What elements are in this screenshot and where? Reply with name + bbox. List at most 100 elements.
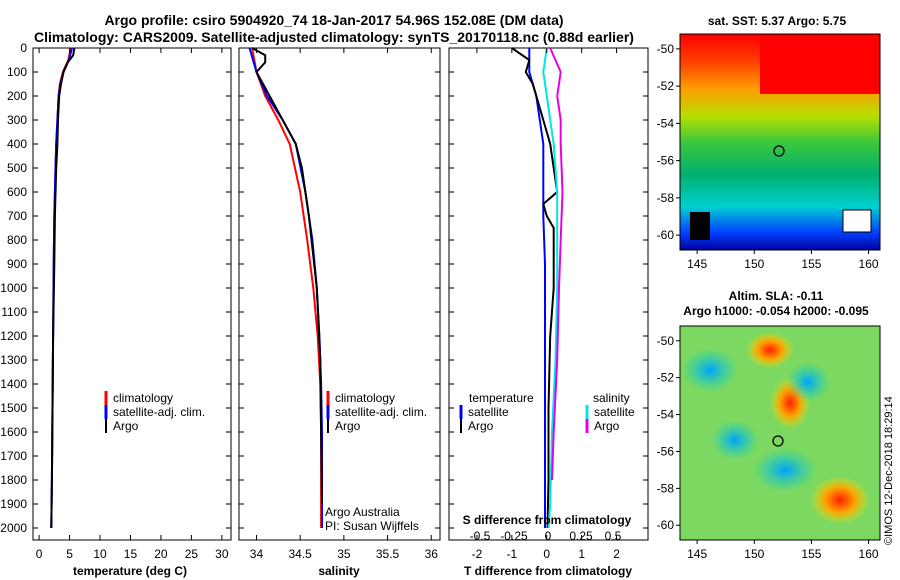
x-tick-label: 34: [250, 547, 264, 561]
sla-low-anomaly: [753, 448, 817, 492]
sla-low-anomaly: [682, 348, 738, 392]
depth-axis: 0 100 200 300 400 500 600 700 800 900 1000 1100 1200…: [0, 41, 27, 535]
x-tick-label: 5: [66, 547, 73, 561]
s-diff-tick: 0: [545, 529, 552, 543]
s-diff-tick: 0.25: [569, 529, 593, 543]
temperature-legend: climatology satellite-adj. clim. Argo: [104, 391, 205, 433]
depth-tick-label: 900: [7, 257, 27, 271]
s-difference-ticks: -0.5 -0.25 0 0.25 0.5: [470, 529, 622, 543]
difference-panel: -2 -1 0 1 2 T difference from climatology te…: [448, 47, 649, 578]
x-tick-label: 30: [215, 547, 229, 561]
legend-s-satellite-label: satellite: [594, 405, 635, 419]
series-line: [251, 47, 323, 505]
depth-tick-label: 500: [7, 161, 27, 175]
figure-title-line2: Climatology: CARS2009. Satellite-adjuste…: [34, 29, 634, 45]
depth-tick-label: 800: [7, 233, 27, 247]
depth-tick-label: 1500: [0, 401, 27, 415]
sla-low-anomaly: [711, 420, 759, 460]
map-lat-tick-label: -50: [657, 334, 675, 348]
depth-tick-label: 700: [7, 209, 27, 223]
map-lon-tick-label: 145: [687, 547, 707, 561]
map-lon-tick-label: 160: [859, 257, 879, 271]
sst-warm-region: [760, 34, 880, 94]
legend-argo-label: Argo: [113, 419, 139, 433]
sla-low-anomaly: [786, 362, 830, 402]
map-lon-tick-label: 155: [801, 257, 821, 271]
s-diff-tick: -0.25: [500, 529, 528, 543]
map-lat-tick-label: -54: [657, 408, 675, 422]
depth-tick-label: 1700: [0, 449, 27, 463]
series-line: [511, 47, 559, 529]
figure-title-line1: Argo profile: csiro 5904920_74 18-Jan-20…: [104, 12, 563, 28]
s-diff-tick: 0.5: [605, 529, 622, 543]
map-lat-tick-label: -58: [657, 481, 675, 495]
depth-tick-label: 1200: [0, 329, 27, 343]
x-tick-label: -1: [507, 547, 518, 561]
sst-cloud-mask: [690, 212, 710, 240]
sla-high-anomaly: [746, 332, 794, 368]
legend-satellite-label: satellite-adj. clim.: [335, 405, 427, 419]
map-lat-tick-label: -56: [657, 444, 675, 458]
depth-tick-label: 1300: [0, 353, 27, 367]
legend-t-satellite-label: satellite: [468, 405, 509, 419]
sla-map-title-line2: Argo h1000: -0.054 h2000: -0.095: [683, 304, 869, 318]
x-tick-label: 35.5: [376, 547, 400, 561]
s-difference-axis-label: S difference from climatology: [463, 513, 632, 527]
map-lat-tick-label: -60: [657, 518, 675, 532]
legend-satellite-label: satellite-adj. clim.: [113, 405, 205, 419]
sst-missing-data: [842, 209, 872, 233]
depth-tick-label: 2000: [0, 521, 27, 535]
map-lat-tick-label: -52: [657, 79, 675, 93]
depth-tick-label: 200: [7, 89, 27, 103]
depth-tick-label: 100: [7, 65, 27, 79]
depth-tick-label: 1000: [0, 281, 27, 295]
t-difference-axis-label: T difference from climatology: [464, 564, 632, 578]
sst-map-title: sat. SST: 5.37 Argo: 5.75: [708, 14, 847, 28]
argo-location-marker: [772, 435, 784, 447]
x-tick-label: 10: [93, 547, 107, 561]
depth-tick-label: 0: [20, 41, 27, 55]
salinity-axis-label: salinity: [318, 564, 360, 578]
legend-argo-label: Argo: [335, 419, 361, 433]
x-tick-label: 25: [185, 547, 199, 561]
depth-tick-label: 1400: [0, 377, 27, 391]
credit-line1: Argo Australia: [325, 505, 400, 519]
depth-tick-label: 400: [7, 137, 27, 151]
temperature-axis-label: temperature (deg C): [73, 564, 187, 578]
map-lon-tick-label: 160: [859, 547, 879, 561]
x-tick-label: 0: [543, 547, 550, 561]
x-tick-label: 1: [578, 547, 585, 561]
depth-tick-label: 300: [7, 113, 27, 127]
difference-legend: temperature satellite Argo salinity sate…: [459, 391, 635, 433]
legend-s-argo-label: Argo: [594, 419, 620, 433]
legend-t-argo-label: Argo: [468, 419, 494, 433]
map-lat-tick-label: -58: [657, 191, 675, 205]
argo-location-marker: [773, 145, 785, 157]
map-lat-tick-label: -54: [657, 116, 675, 130]
x-tick-label: 35: [337, 547, 351, 561]
depth-tick-label: 600: [7, 185, 27, 199]
sla-high-anomaly: [810, 476, 870, 524]
sla-map-title-line1: Altim. SLA: -0.11: [729, 289, 824, 303]
depth-tick-label: 1800: [0, 473, 27, 487]
series-line: [542, 47, 559, 529]
credit-line2: PI: Susan Wijffels: [325, 519, 419, 533]
map-lon-tick-label: 150: [744, 547, 764, 561]
map-lat-tick-label: -56: [657, 154, 675, 168]
salinity-plot-frame: [238, 47, 441, 541]
series-line: [549, 47, 564, 481]
series-line: [50, 47, 76, 529]
map-lat-tick-label: -60: [657, 228, 675, 242]
map-lon-tick-label: 145: [687, 257, 707, 271]
copyright-footer: ©IMOS 12-Dec-2018 18:29:14: [883, 396, 895, 545]
temperature-panel: 0 5 10 15 20 25 30 temperature (deg C) climato…: [32, 47, 232, 578]
depth-tick-label: 1100: [1, 305, 27, 319]
map-lat-tick-label: -52: [657, 371, 675, 385]
legend-temperature-heading: temperature: [469, 391, 534, 405]
x-tick-label: 36: [425, 547, 439, 561]
x-tick-label: 2: [613, 547, 620, 561]
sst-map-frame: [679, 33, 881, 251]
x-tick-label: 15: [124, 547, 138, 561]
sla-map-panel: Altim. SLA: -0.11 Argo h1000: -0.054 h20…: [657, 289, 881, 561]
